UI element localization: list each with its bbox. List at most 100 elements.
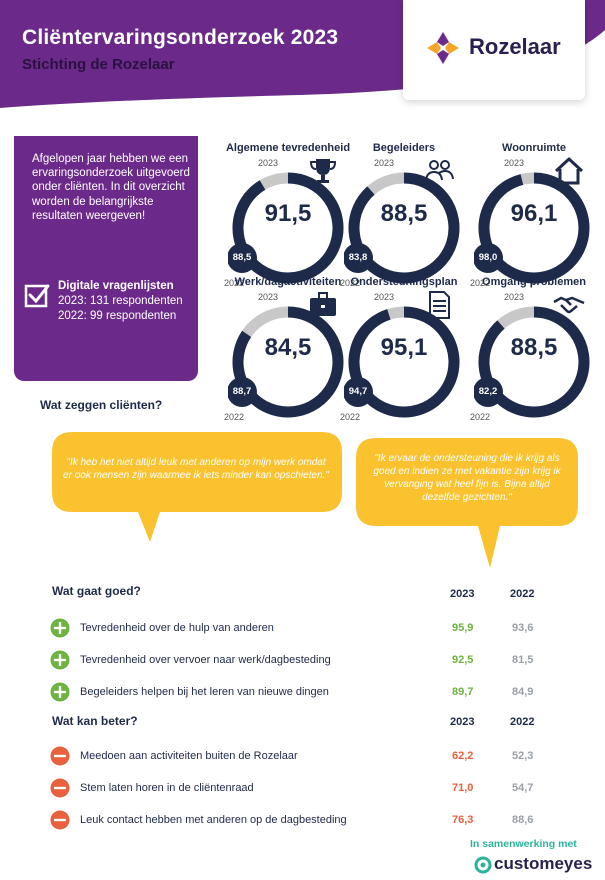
result-row-2023: 62,2 [452,750,474,762]
better-col-2023: 2023 [450,716,475,728]
people-icon [422,154,456,188]
gauge-prev-badge [474,243,503,273]
gauge-value-arc [348,306,460,418]
gauge-value: 84,5 [264,334,312,361]
result-row-2023: 92,5 [452,654,474,666]
gauge-value: 91,5 [264,200,312,227]
result-row-2023: 76,3 [452,814,474,826]
minus-circle-icon [50,778,70,798]
gauge-prev-badge [228,377,257,407]
gauge-2: Woonruimte 2023 96,1 98,0 2022 [470,142,594,288]
gauge-prev-badge [344,243,373,273]
gauge-value: 95,1 [380,334,428,361]
gauge-ring [344,306,460,418]
document-icon [422,288,456,322]
respondents-heading: Digitale vragenlijsten [58,280,174,292]
plus-circle-icon [50,682,70,702]
gauge-0: Algemene tevredenheid 2023 91,5 88,5 202… [224,142,350,288]
gauge-prev-value: 94,7 [348,386,368,397]
minus-circle-icon [50,810,70,830]
gauge-year-2023: 2023 [503,158,525,168]
result-row-2022: 88,6 [512,814,534,826]
plus-circle-icon [50,618,70,638]
good-col-2022: 2022 [510,588,535,600]
good-heading: Wat gaat goed? [52,584,141,598]
respondents-2023: 2023: 131 respondenten [58,295,183,307]
footer-label: In samenwerking met [470,838,577,850]
quote-bubble-left [52,432,342,542]
respondents-2022: 2022: 99 respondenten [58,310,177,322]
result-row-label: Tevredenheid over vervoer naar werk/dagb… [80,654,331,666]
better-col-2022: 2022 [510,716,535,728]
gauge-title: Algemene tevredenheid [225,142,351,154]
gauge-prev-badge [228,243,257,273]
plus-circle-icon [50,650,70,670]
page-subtitle: Stichting de Rozelaar [22,56,175,73]
quote-bubbles [52,432,578,568]
result-row-2023: 89,7 [452,686,474,698]
checkbox-icon [24,284,50,308]
gauge-year-2023: 2023 [373,292,395,302]
result-row-2023: 71,0 [452,782,474,794]
customeyes-logo-icon [474,856,492,874]
gauge-title: Begeleiders [372,142,436,154]
gauge-year-2022: 2022 [340,412,361,422]
gauge-prev-value: 98,0 [478,252,498,263]
gauge-title: Omgang problemen [482,276,586,288]
good-col-2023: 2023 [450,588,475,600]
rozelaar-logo-icon [427,32,459,64]
gauge-value-arc [478,172,590,284]
gauge-year-2022: 2022 [224,412,245,422]
gauge-year-2023: 2023 [257,158,279,168]
result-row-label: Stem laten horen in de cliëntenraad [80,782,254,794]
gauge-value: 88,5 [510,334,558,361]
handshake-icon [552,288,586,322]
result-row-2022: 54,7 [512,782,534,794]
gauge-year-2023: 2023 [503,292,525,302]
gauge-prev-badge [474,377,503,407]
quote-left: "Ik heb het niet altijd leuk met anderen… [63,457,329,481]
gauge-year-2023: 2023 [373,158,395,168]
gauge-value-arc [478,306,590,418]
gauge-year-2022: 2022 [340,278,361,288]
gauge-prev-badge [344,377,373,407]
gauge-prev-value: 88,5 [232,252,252,263]
logo-text: Rozelaar [469,34,561,59]
gauge-title: Woonruimte [502,142,566,154]
gauge-year-2023: 2023 [257,292,279,302]
gauge-value-arc [348,172,460,284]
quote-right: "Ik ervaar de ondersteuning die ik krijg… [373,453,561,503]
gauge-3: Werk/dagactiviteiten 2023 84,5 88,7 2022 [224,276,348,422]
trophy-icon [306,154,340,188]
minus-circle-icon [50,746,70,766]
gauge-ring [228,172,344,284]
result-row-2023: 95,9 [452,622,474,634]
result-row-label: Meedoen aan activiteiten buiten de Rozel… [80,750,298,762]
gauge-value: 96,1 [510,200,558,227]
result-row-2022: 84,9 [512,686,534,698]
gauge-prev-value: 88,7 [232,386,252,397]
gauge-value-arc [232,306,344,418]
gauge-year-2022: 2022 [224,278,245,288]
quotes-heading: Wat zeggen cliënten? [40,398,163,412]
intro-text: Afgelopen jaar hebben we een ervaringson… [32,153,190,222]
quote-bubble-right [356,438,578,568]
gauge-prev-value: 83,8 [348,252,368,263]
gauge-prev-value: 82,2 [478,386,498,397]
gauge-5: Omgang problemen 2023 88,5 82,2 2022 [470,276,594,422]
gauge-ring [344,172,460,284]
gauge-ring [228,306,344,418]
gauge-4: Ondersteuningsplan 2023 95,1 94,7 2022 [340,276,464,422]
gauge-year-2022: 2022 [470,412,491,422]
briefcase-icon [306,288,340,322]
gauge-year-2022: 2022 [470,278,491,288]
better-heading: Wat kan beter? [52,714,138,728]
gauge-title: Ondersteuningsplan [350,276,458,288]
result-row-2022: 93,6 [512,622,534,634]
intro-panel: Afgelopen jaar hebben we een ervaringson… [14,136,198,381]
footer-brand: customeyes [494,854,593,873]
result-row-label: Begeleiders helpen bij het leren van nie… [80,686,329,698]
result-row-2022: 52,3 [512,750,534,762]
result-row-2022: 81,5 [512,654,534,666]
gauge-ring [474,172,590,284]
